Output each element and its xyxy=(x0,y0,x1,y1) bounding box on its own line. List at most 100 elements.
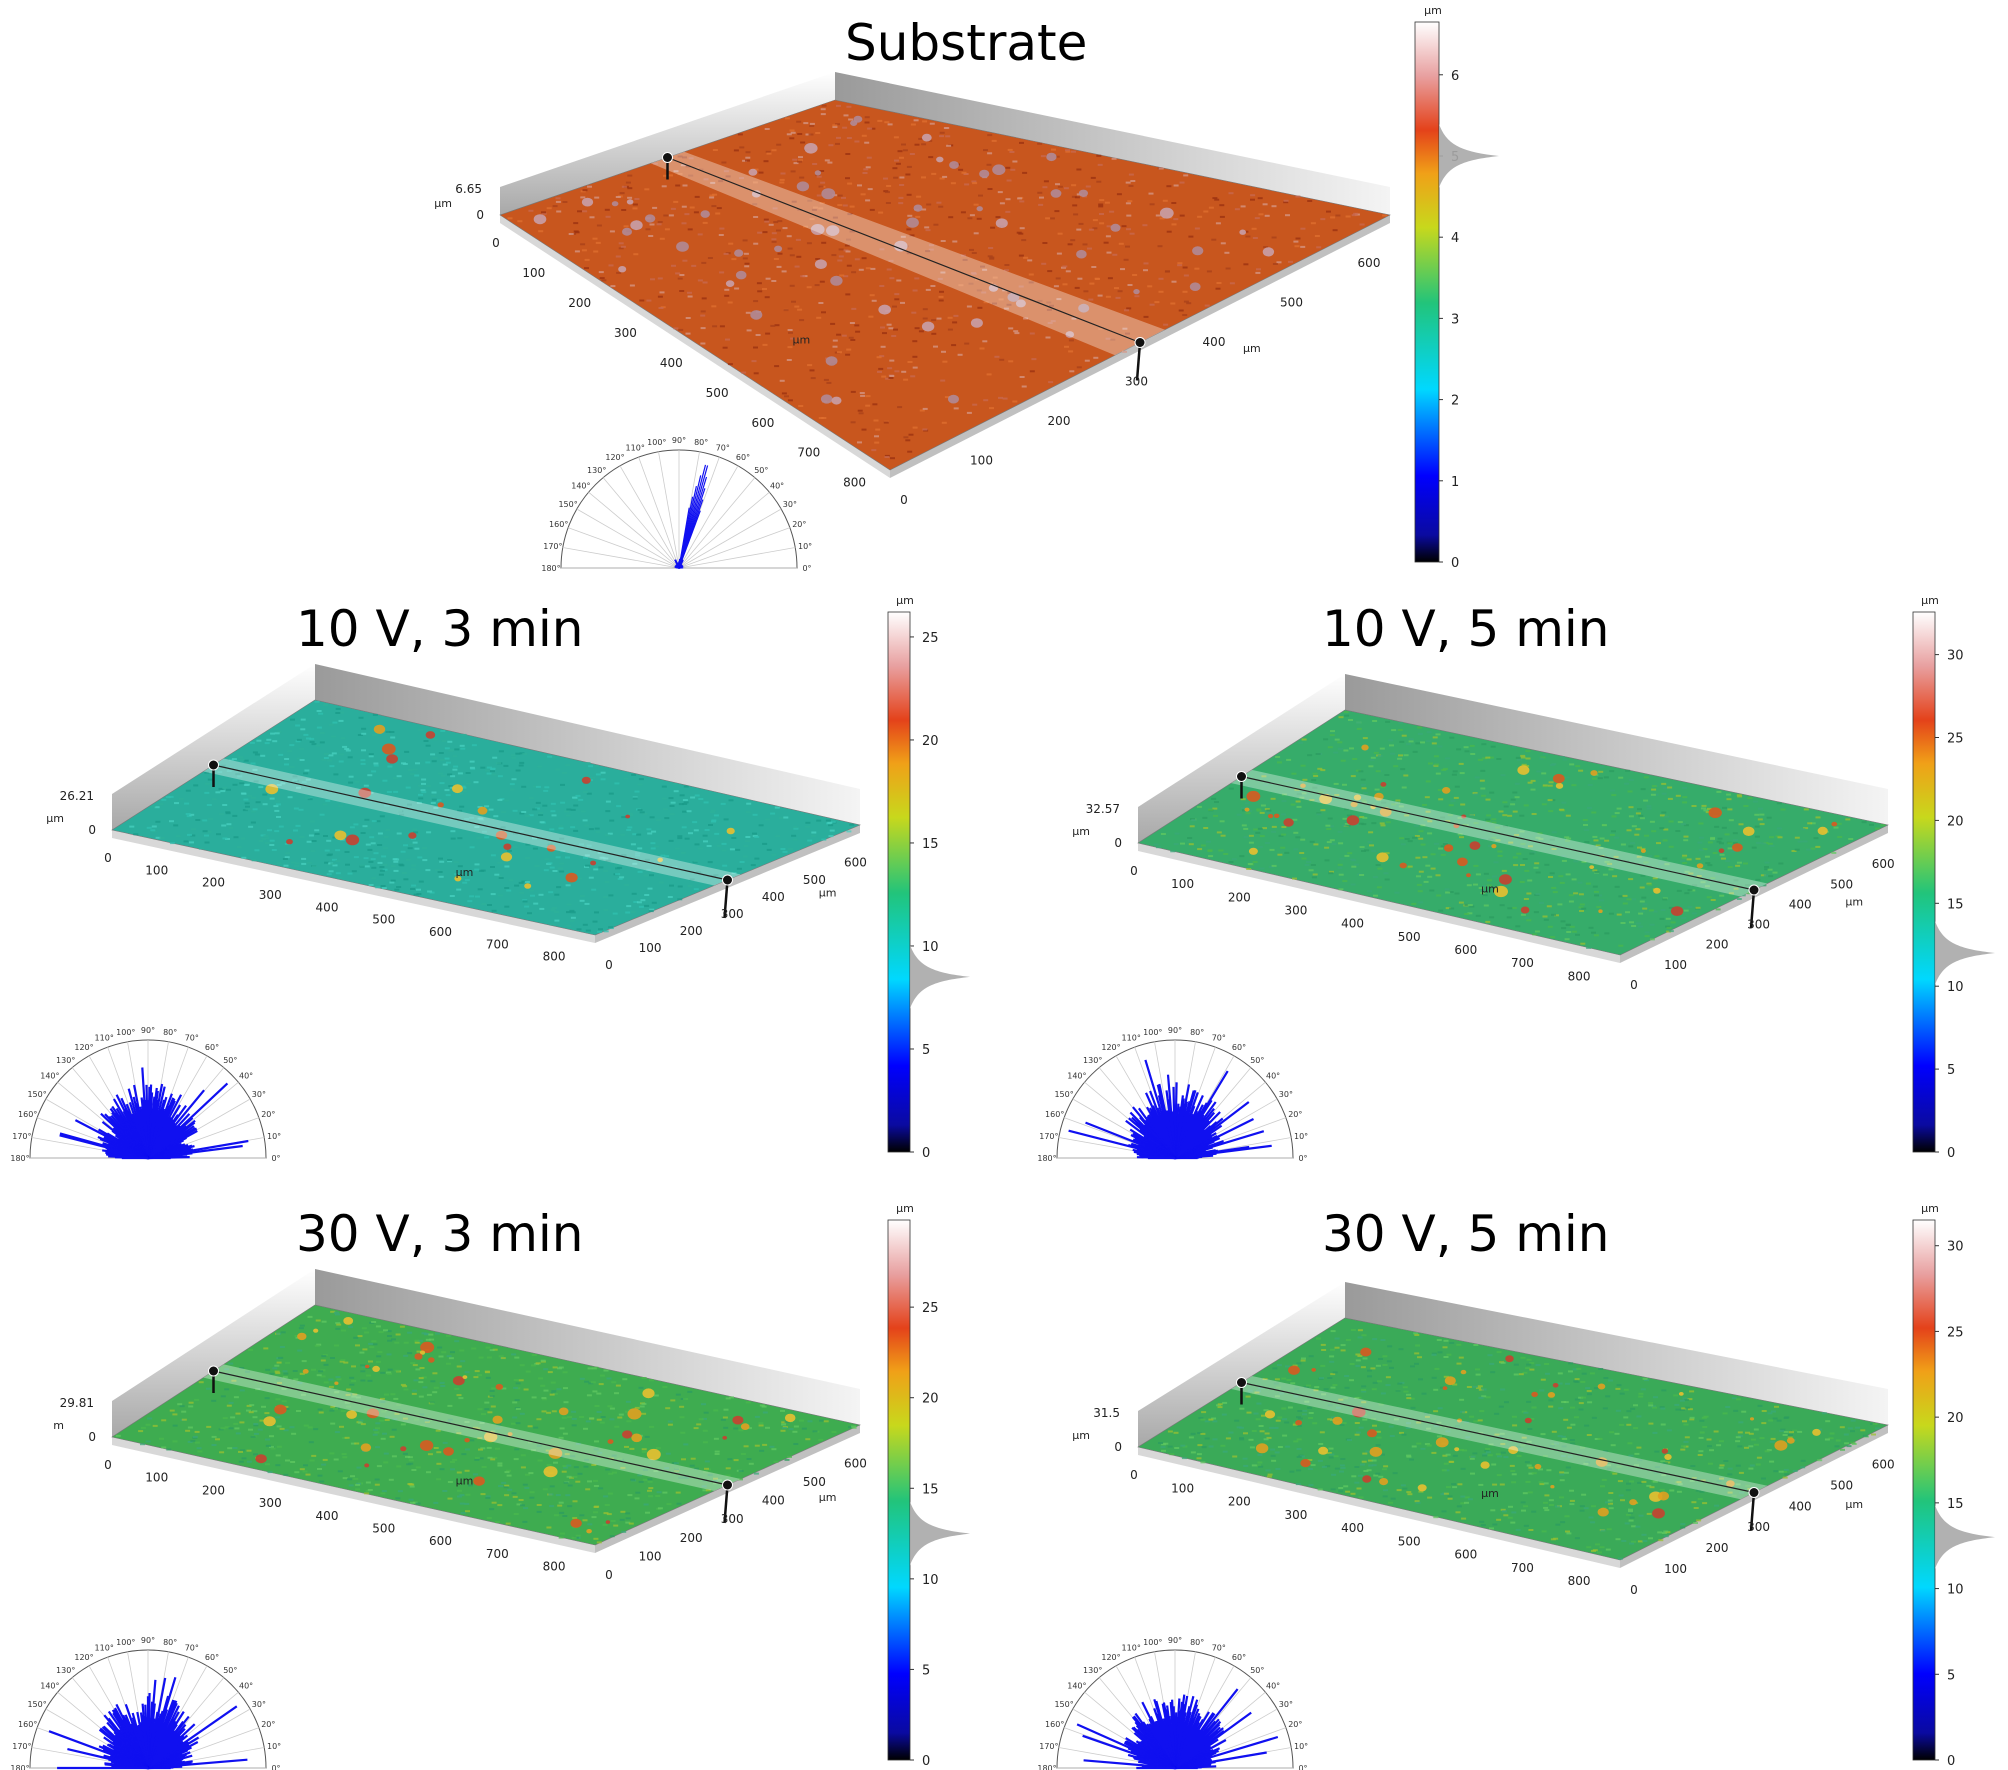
polar-angle-label: 160° xyxy=(1045,1720,1064,1729)
x-tick-label: 500 xyxy=(1398,930,1421,944)
polar-angle-label: 10° xyxy=(1294,1742,1308,1751)
y-tick-label: 500 xyxy=(1830,877,1853,891)
polar-angle-label: 50° xyxy=(1250,1666,1264,1675)
polar-angle-label: 80° xyxy=(694,438,708,447)
y-axis-unit: µm xyxy=(1243,342,1261,355)
back-wall-right xyxy=(1345,1282,1888,1425)
back-wall-right xyxy=(835,72,1390,215)
y-tick-label: 300 xyxy=(1125,374,1148,388)
colorbar-tick-label: 10 xyxy=(1947,1583,1964,1598)
profile-marker-head xyxy=(1748,1487,1760,1498)
colorbar-tick-label: 0 xyxy=(922,1754,930,1769)
back-wall-right xyxy=(1345,674,1888,825)
x-tick-label: 200 xyxy=(568,296,591,310)
polar-angle-label: 80° xyxy=(1190,1638,1204,1647)
y-axis-unit: µm xyxy=(819,1491,837,1504)
base-front xyxy=(1138,843,1620,963)
x-tick-label: 0 xyxy=(1130,864,1138,878)
z-axis-unit: µm xyxy=(434,197,452,210)
colorbar-tick-label: 25 xyxy=(1947,732,1964,747)
y-tick-label: 0 xyxy=(605,958,613,972)
x-tick-label: 0 xyxy=(1130,1468,1138,1482)
x-tick-label: 300 xyxy=(259,888,282,902)
colorbar-tick-label: 15 xyxy=(922,837,939,852)
panel-title-10v-5min: 10 V, 5 min xyxy=(1322,600,1610,658)
polar-angle-label: 150° xyxy=(27,1090,46,1099)
polar-angle-label: 100° xyxy=(647,438,666,447)
panel-title-substrate: Substrate xyxy=(845,14,1088,72)
polar-angle-label: 120° xyxy=(74,1043,93,1052)
surface-texture xyxy=(1153,711,1886,949)
colorbar-tick-label: 20 xyxy=(1947,814,1964,829)
base-front xyxy=(500,215,890,478)
polar-angle-label: 100° xyxy=(116,1028,135,1037)
z-axis-unit: µm xyxy=(1072,1429,1090,1442)
profile-marker-stem xyxy=(1135,342,1142,381)
y-tick-label: 100 xyxy=(970,453,993,467)
z-axis-zero-label: 0 xyxy=(88,1430,96,1444)
colorbar-histogram xyxy=(1439,123,1499,188)
polar-angle-label: 130° xyxy=(56,1056,75,1065)
back-wall-right xyxy=(315,664,860,825)
polar-angle-label: 10° xyxy=(267,1132,281,1141)
x-axis-unit: µm xyxy=(456,866,474,879)
polar-rose: 0° 10° 20° 30° 40°50° 60° 70° 80° 90° 100°110°120… xyxy=(10,1026,281,1163)
x-tick-label: 0 xyxy=(104,851,112,865)
polar-rose: 0° 10° 20° 30° 40°50° 60° 70° 80° 90° 100°110°120… xyxy=(1037,1636,1308,1770)
polar-angle-label: 140° xyxy=(1067,1682,1086,1691)
profile-marker-stem xyxy=(723,1484,729,1524)
polar-angle-label: 140° xyxy=(571,482,590,491)
panel-30v-3min: 29.81m00100200300400500600700800µm010020… xyxy=(10,1202,970,1770)
profile-marker-head xyxy=(1236,771,1247,782)
polar-angle-label: 0° xyxy=(802,564,811,573)
x-tick-label: 700 xyxy=(486,1547,509,1561)
x-tick-label: 200 xyxy=(202,876,225,890)
z-axis-zero-label: 0 xyxy=(1114,1440,1122,1454)
polar-angle-label: 30° xyxy=(1279,1090,1293,1099)
x-tick-label: 800 xyxy=(1568,969,1591,983)
profile-band xyxy=(203,1364,741,1491)
polar-angle-label: 160° xyxy=(1045,1110,1064,1119)
x-tick-label: 200 xyxy=(202,1483,225,1497)
polar-angle-label: 10° xyxy=(1294,1132,1308,1141)
x-tick-label: 0 xyxy=(104,1458,112,1472)
base-front xyxy=(112,830,595,943)
polar-angle-label: 60° xyxy=(736,453,750,462)
x-tick-label: 500 xyxy=(372,913,395,927)
y-tick-label: 100 xyxy=(639,941,662,955)
y-tick-label: 600 xyxy=(844,1456,867,1470)
polar-angle-label: 70° xyxy=(185,1644,199,1653)
polar-angle-label: 20° xyxy=(261,1110,275,1119)
colorbar-tick-label: 15 xyxy=(1947,1497,1964,1512)
polar-angle-label: 40° xyxy=(1266,1072,1280,1081)
colorbar-tick-label: 20 xyxy=(922,1392,939,1407)
x-tick-label: 100 xyxy=(1171,1481,1194,1495)
profile-marker-head xyxy=(1236,1377,1247,1388)
z-axis-unit: µm xyxy=(1072,825,1090,838)
colorbar-tick-label: 6 xyxy=(1451,69,1459,84)
x-tick-label: 300 xyxy=(1284,1508,1307,1522)
panel-10v-5min: 32.57µm00100200300400500600700800µm01002… xyxy=(1037,594,1995,1163)
panel-title-30v-3min: 30 V, 3 min xyxy=(296,1205,584,1263)
panel-substrate: 6.65µm00100200300400500600700800µm010020… xyxy=(434,4,1499,573)
profile-line xyxy=(1241,775,1755,891)
x-tick-label: 0 xyxy=(492,236,500,250)
y-tick-label: 300 xyxy=(1747,918,1770,932)
polar-angle-label: 130° xyxy=(587,466,606,475)
colorbar-tick-label: 15 xyxy=(1947,897,1964,912)
polar-rose: 0° 10° 20° 30° 40°50° 60° 70° 80° 90° 100°110°120… xyxy=(1037,1026,1308,1163)
colorbar-histogram xyxy=(910,944,970,1009)
y-axis-ticks: 0 100 200 300 400 500 600 µm xyxy=(1630,857,1895,992)
polar-angle-label: 160° xyxy=(18,1110,37,1119)
x-tick-label: 700 xyxy=(797,446,820,460)
colorbar-gradient xyxy=(1414,21,1440,563)
y-tick-label: 200 xyxy=(1706,938,1729,952)
profile-marker-head xyxy=(208,759,219,771)
colorbar-gradient xyxy=(887,611,911,1153)
colorbar-unit: µm xyxy=(1921,1202,1939,1215)
colorbar-tick-label: 25 xyxy=(922,631,939,646)
polar-angle-label: 170° xyxy=(12,1132,31,1141)
polar-angle-label: 0° xyxy=(271,1154,280,1163)
back-wall-left xyxy=(500,72,835,215)
profile-marker-head xyxy=(208,1365,219,1377)
